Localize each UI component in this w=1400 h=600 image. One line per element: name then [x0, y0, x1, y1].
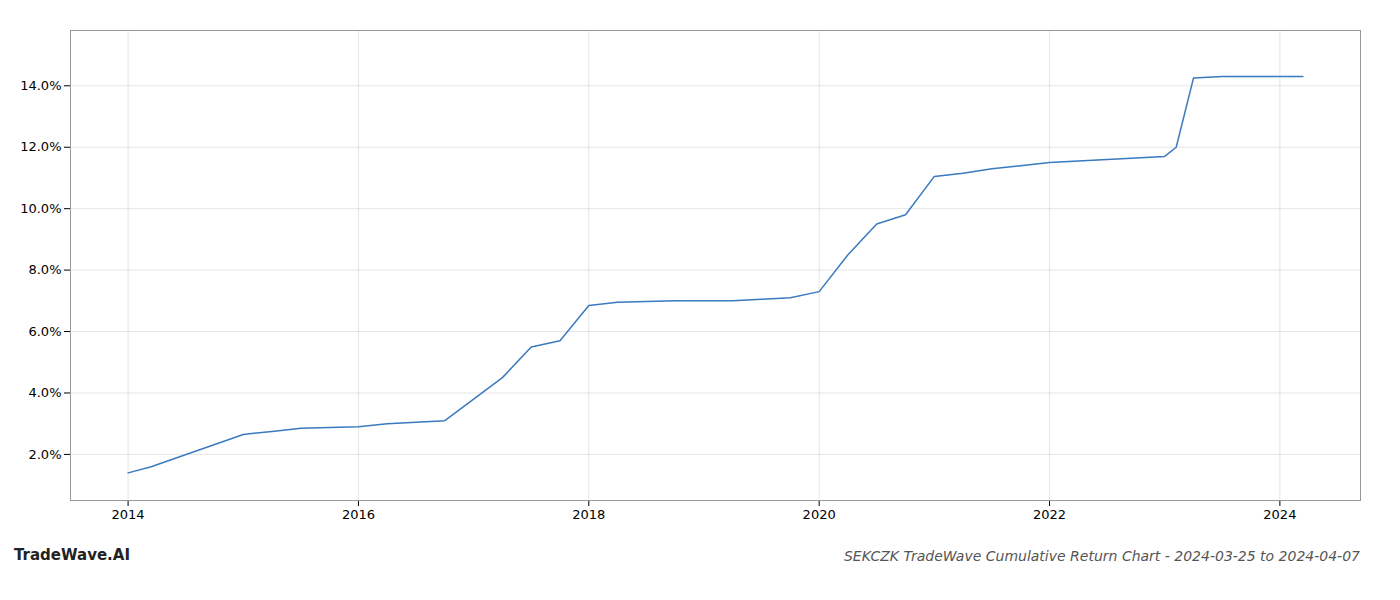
svg-text:12.0%: 12.0% [20, 139, 61, 154]
svg-text:2020: 2020 [803, 507, 836, 522]
svg-text:2014: 2014 [112, 507, 145, 522]
svg-text:8.0%: 8.0% [28, 262, 61, 277]
svg-text:2024: 2024 [1263, 507, 1296, 522]
svg-text:2016: 2016 [342, 507, 375, 522]
svg-text:2.0%: 2.0% [28, 447, 61, 462]
html-text:TradeWave.AI: TradeWave.AI [14, 546, 130, 564]
svg-text:4.0%: 4.0% [28, 385, 61, 400]
svg-text:2018: 2018 [572, 507, 605, 522]
svg-text:14.0%: 14.0% [20, 78, 61, 93]
svg-text:6.0%: 6.0% [28, 324, 61, 339]
svg-text:10.0%: 10.0% [20, 201, 61, 216]
html-text:SEKCZK TradeWave Cumulative Re: SEKCZK TradeWave Cumulative Return Chart… [843, 548, 1360, 564]
svg-text:2022: 2022 [1033, 507, 1066, 522]
